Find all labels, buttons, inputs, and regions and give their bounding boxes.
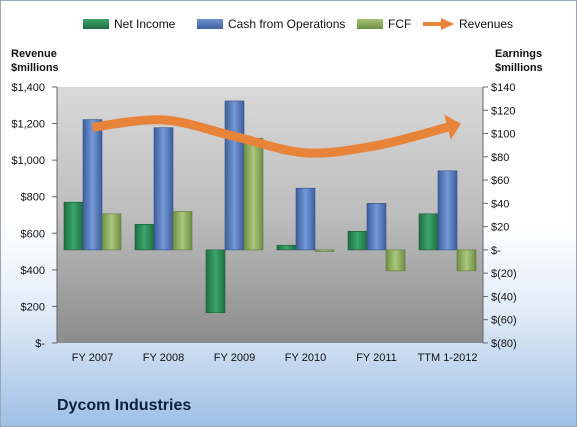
- right-axis-title-line1: Earnings: [495, 48, 543, 60]
- bar-fcf: [101, 213, 122, 251]
- category-label: FY 2010: [285, 352, 326, 364]
- right-tick-label: $60: [491, 175, 509, 187]
- legend-swatch-fcf: [357, 19, 383, 29]
- right-tick-label: $100: [491, 129, 515, 141]
- bar-cash-from-operations: [224, 100, 245, 251]
- bar-fcf: [172, 211, 193, 251]
- left-axis-title: Revenue $millions: [11, 47, 59, 75]
- bar-cash-from-operations: [437, 170, 458, 251]
- bar-net-income: [205, 249, 226, 314]
- category-label: TTM 1-2012: [418, 352, 478, 364]
- left-tick-label: $800: [21, 192, 45, 204]
- revenue-arrowhead: [444, 114, 462, 140]
- plot-background: [57, 87, 483, 343]
- legend-cash-from-operations: Cash from Operations: [197, 15, 345, 33]
- bar-net-income: [347, 230, 368, 251]
- left-tick-label: $600: [21, 228, 45, 240]
- right-tick-label: $140: [491, 82, 515, 94]
- category-label: FY 2007: [72, 352, 113, 364]
- bar-net-income: [63, 201, 84, 251]
- bar-cash-from-operations: [295, 187, 316, 251]
- legend-revenues: Revenues: [421, 15, 513, 33]
- category-label: FY 2011: [356, 352, 397, 364]
- bar-fcf: [314, 249, 335, 252]
- legend-arrow-revenues: [423, 18, 454, 30]
- bar-cash-from-operations: [82, 119, 103, 251]
- revenue-line: [91, 114, 462, 158]
- category-label: FY 2009: [214, 352, 255, 364]
- legend-label-fcf: FCF: [388, 17, 412, 31]
- category-label: FY 2008: [143, 352, 184, 364]
- bar-fcf: [385, 249, 406, 272]
- bar-fcf: [456, 249, 477, 272]
- left-tick-label: $-: [35, 338, 45, 350]
- left-tick-label: $200: [21, 301, 45, 313]
- bar-net-income: [418, 213, 439, 251]
- right-tick-label: $(40): [491, 291, 517, 303]
- left-tick-label: $1,000: [11, 155, 45, 167]
- right-tick-label: $-: [491, 245, 501, 257]
- left-axis-title-line2: $millions: [11, 62, 59, 74]
- legend-fcf: FCF: [357, 15, 411, 33]
- right-tick-label: $(60): [491, 315, 517, 327]
- right-axis-title: Earnings $millions: [495, 47, 543, 75]
- bar-net-income: [134, 224, 155, 251]
- left-axis-title-line1: Revenue: [11, 48, 57, 60]
- right-tick-label: $(20): [491, 268, 517, 280]
- company-name: Dycom Industries: [57, 397, 192, 414]
- legend-swatch-net-income: [83, 19, 109, 29]
- right-tick-label: $20: [491, 222, 509, 234]
- revenue-line-path: [91, 115, 449, 158]
- left-tick-label: $1,400: [11, 82, 45, 94]
- legend-label-net-income: Net Income: [114, 17, 176, 31]
- legend-label-revenues: Revenues: [459, 17, 514, 31]
- right-tick-label: $(80): [491, 338, 517, 350]
- legend-label-cash-from-operations: Cash from Operations: [228, 17, 346, 31]
- bar-cash-from-operations: [366, 203, 387, 251]
- left-tick-label: $400: [21, 265, 45, 277]
- bar-cash-from-operations: [153, 127, 174, 251]
- right-tick-labels: $140 $120 $100 $80 $60 $40 $20 $- $(20) $(40) $(60…: [483, 82, 517, 350]
- right-tick-label: $120: [491, 105, 515, 117]
- bar-net-income: [276, 244, 297, 251]
- left-tick-label: $1,200: [11, 119, 45, 131]
- right-tick-label: $80: [491, 152, 509, 164]
- legend-net-income: Net Income: [83, 15, 175, 33]
- bar-fcf: [243, 137, 264, 251]
- right-tick-label: $40: [491, 198, 509, 210]
- left-tick-labels: $1,400 $1,200 $1,000 $800 $600 $400 $200 $-: [11, 82, 57, 350]
- right-axis-title-line2: $millions: [495, 62, 543, 74]
- legend-swatch-cash-from-operations: [197, 19, 223, 29]
- category-labels: FY 2007 FY 2008 FY 2009 FY 2010 FY 2011 TTM 1…: [72, 352, 478, 364]
